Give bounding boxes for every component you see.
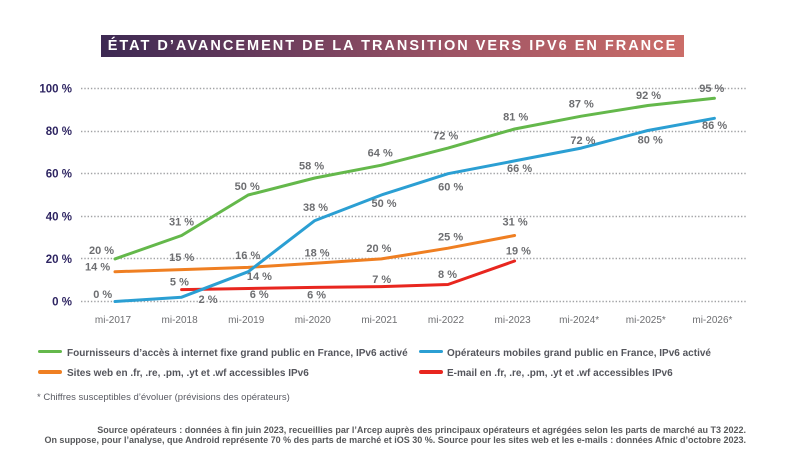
- svg-text:mi-2025*: mi-2025*: [626, 315, 666, 326]
- svg-text:19 %: 19 %: [506, 246, 531, 258]
- svg-text:mi-2019: mi-2019: [228, 315, 265, 326]
- svg-text:0 %: 0 %: [52, 297, 72, 309]
- svg-text:87 %: 87 %: [569, 99, 594, 111]
- svg-text:14 %: 14 %: [247, 271, 272, 283]
- svg-text:mi-2018: mi-2018: [162, 315, 199, 326]
- svg-text:5 %: 5 %: [170, 276, 189, 288]
- svg-text:66 %: 66 %: [507, 163, 532, 175]
- svg-text:20 %: 20 %: [366, 243, 391, 255]
- svg-text:58 %: 58 %: [299, 161, 324, 173]
- svg-text:95 %: 95 %: [699, 83, 724, 95]
- svg-text:72 %: 72 %: [433, 131, 458, 143]
- svg-text:72 %: 72 %: [570, 135, 595, 147]
- svg-text:100 %: 100 %: [39, 84, 72, 96]
- svg-text:25 %: 25 %: [438, 231, 463, 243]
- svg-text:80 %: 80 %: [46, 126, 72, 138]
- svg-text:mi-2026*: mi-2026*: [692, 315, 732, 326]
- svg-text:mi-2022: mi-2022: [428, 315, 465, 326]
- svg-text:6 %: 6 %: [250, 289, 269, 301]
- svg-text:mi-2020: mi-2020: [295, 315, 332, 326]
- svg-text:81 %: 81 %: [503, 112, 528, 124]
- svg-text:20 %: 20 %: [89, 245, 114, 257]
- svg-text:20 %: 20 %: [46, 254, 72, 266]
- svg-text:15 %: 15 %: [169, 252, 194, 264]
- svg-text:7 %: 7 %: [372, 274, 391, 286]
- svg-text:60 %: 60 %: [46, 169, 72, 181]
- svg-text:64 %: 64 %: [368, 148, 393, 160]
- svg-text:86 %: 86 %: [702, 120, 727, 132]
- svg-text:8 %: 8 %: [438, 269, 457, 281]
- svg-text:50 %: 50 %: [235, 181, 260, 193]
- svg-text:80 %: 80 %: [638, 135, 663, 147]
- svg-text:2 %: 2 %: [199, 294, 218, 306]
- svg-text:18 %: 18 %: [304, 247, 329, 259]
- svg-text:50 %: 50 %: [371, 198, 396, 210]
- svg-text:92 %: 92 %: [636, 90, 661, 102]
- svg-text:38 %: 38 %: [303, 202, 328, 214]
- svg-text:14 %: 14 %: [85, 261, 110, 273]
- svg-text:60 %: 60 %: [438, 182, 463, 194]
- svg-text:mi-2024*: mi-2024*: [559, 315, 599, 326]
- svg-text:mi-2023: mi-2023: [495, 315, 532, 326]
- svg-text:31 %: 31 %: [169, 216, 194, 228]
- svg-text:mi-2017: mi-2017: [95, 315, 132, 326]
- svg-text:40 %: 40 %: [46, 211, 72, 223]
- svg-text:6 %: 6 %: [307, 289, 326, 301]
- svg-text:31 %: 31 %: [503, 216, 528, 228]
- svg-text:16 %: 16 %: [235, 250, 260, 262]
- svg-text:mi-2021: mi-2021: [361, 315, 398, 326]
- svg-text:0 %: 0 %: [93, 289, 112, 301]
